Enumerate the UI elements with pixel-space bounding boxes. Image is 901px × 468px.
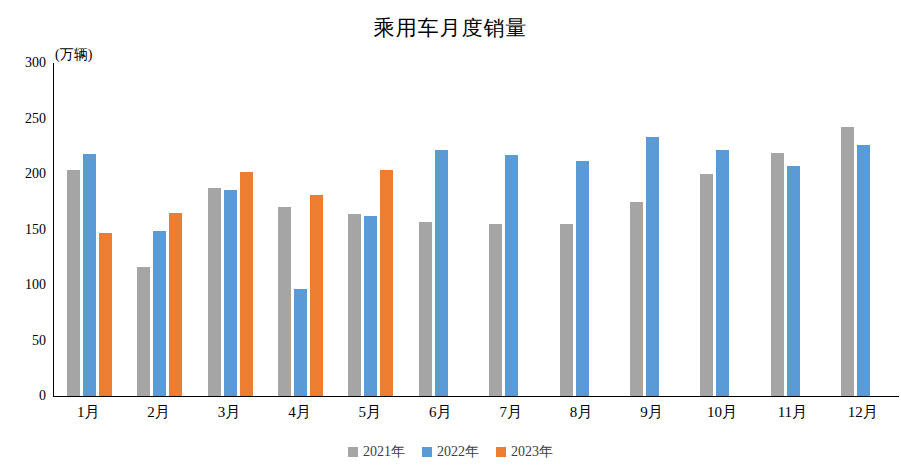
y-axis-tick-label: 200 — [0, 166, 46, 182]
x-axis-label-10月: 10月 — [687, 403, 757, 421]
bar-2021年-10月 — [700, 174, 713, 396]
bar-2021年-12月 — [841, 127, 854, 396]
bar-2022年-2月 — [153, 231, 166, 396]
x-axis-label-1月: 1月 — [53, 403, 123, 421]
bar-2022年-10月 — [716, 150, 729, 396]
legend-swatch-icon — [496, 447, 506, 457]
chart-title: 乘用车月度销量 — [0, 14, 901, 42]
y-axis-tick-label: 50 — [0, 333, 46, 349]
bar-2021年-11月 — [771, 153, 784, 396]
bar-2022年-11月 — [787, 166, 800, 396]
bar-2023年-3月 — [240, 172, 253, 396]
x-axis-label-6月: 6月 — [405, 403, 475, 421]
y-axis-tick-label: 0 — [0, 388, 46, 404]
bar-2023年-2月 — [169, 213, 182, 396]
legend-item-2022年: 2022年 — [422, 443, 479, 461]
legend-item-2021年: 2021年 — [348, 443, 405, 461]
y-axis-tick-label: 100 — [0, 277, 46, 293]
bar-2021年-5月 — [348, 214, 361, 396]
bar-2021年-6月 — [419, 222, 432, 396]
x-axis-label-7月: 7月 — [476, 403, 546, 421]
legend-swatch-icon — [422, 447, 432, 457]
bar-2022年-12月 — [857, 145, 870, 396]
y-axis-tick-label: 300 — [0, 55, 46, 71]
x-axis-label-8月: 8月 — [546, 403, 616, 421]
y-axis-tick-label: 250 — [0, 111, 46, 127]
legend-label: 2021年 — [363, 443, 405, 461]
plot-area — [53, 63, 899, 397]
x-axis-label-9月: 9月 — [616, 403, 686, 421]
y-axis-tick-label: 150 — [0, 222, 46, 238]
bar-2022年-8月 — [576, 161, 589, 396]
legend-label: 2022年 — [437, 443, 479, 461]
x-axis-label-5月: 5月 — [335, 403, 405, 421]
bar-2023年-4月 — [310, 195, 323, 396]
bar-2021年-7月 — [489, 224, 502, 396]
bar-2021年-1月 — [67, 170, 80, 396]
bar-2022年-3月 — [224, 190, 237, 396]
bar-2023年-5月 — [380, 170, 393, 396]
legend-item-2023年: 2023年 — [496, 443, 553, 461]
x-axis-label-3月: 3月 — [194, 403, 264, 421]
bar-2022年-6月 — [435, 150, 448, 396]
x-axis-label-11月: 11月 — [757, 403, 827, 421]
bar-2022年-9月 — [646, 137, 659, 396]
bar-2021年-3月 — [208, 188, 221, 396]
x-axis-label-12月: 12月 — [828, 403, 898, 421]
bar-2021年-9月 — [630, 202, 643, 396]
bar-2022年-4月 — [294, 289, 307, 396]
y-axis-unit-label: (万辆) — [55, 46, 92, 64]
bar-2023年-1月 — [99, 233, 112, 396]
bar-2022年-5月 — [364, 216, 377, 396]
legend-label: 2023年 — [511, 443, 553, 461]
x-axis-label-4月: 4月 — [264, 403, 334, 421]
bar-2021年-2月 — [137, 267, 150, 396]
bar-2022年-7月 — [505, 155, 518, 396]
bar-2022年-1月 — [83, 154, 96, 396]
bar-2021年-8月 — [560, 224, 573, 396]
x-axis-label-2月: 2月 — [123, 403, 193, 421]
chart-container: 乘用车月度销量 (万辆) 0 50 100 150 200 250 300 1月2月3月4月… — [0, 0, 901, 468]
legend-swatch-icon — [348, 447, 358, 457]
bar-2021年-4月 — [278, 207, 291, 396]
legend: 2021年 2022年 2023年 — [0, 443, 901, 461]
